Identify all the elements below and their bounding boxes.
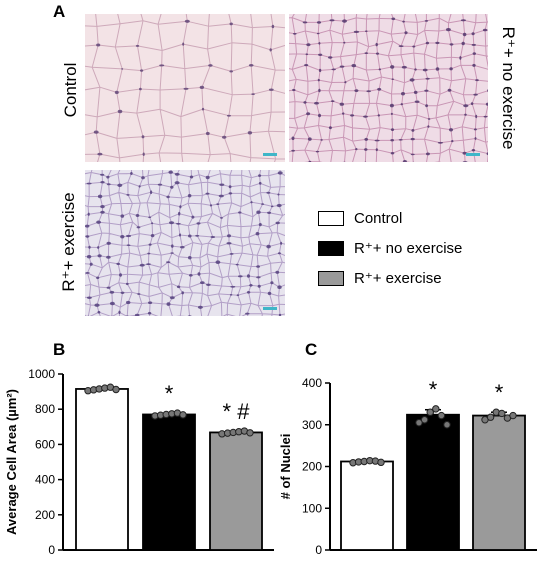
legend-swatch-exercise [318,271,344,286]
legend-swatch-control [318,211,344,226]
data-point [499,410,505,416]
y-axis-label: Average Cell Area (µm²) [4,389,19,535]
data-point [421,417,427,423]
legend-swatch-no-exercise [318,241,344,256]
tissue-texture [85,14,285,162]
chart-c-svg: 0 100 200 300 400 # of Nuclei * * [275,350,550,561]
y-tick-label: 400 [35,473,55,487]
panel-a-letter: A [53,2,65,22]
data-point [247,430,253,436]
data-point [433,406,439,412]
data-point [510,412,516,418]
legend-item-no-exercise: R⁺+ no exercise [318,233,462,263]
y-tick-label: 200 [302,460,322,474]
micrograph-no-exercise [289,14,488,162]
chart-average-cell-area: 0 200 400 600 800 1000 Average Cell Area (µm²)… [0,350,275,561]
y-tick-label: 0 [48,543,55,557]
data-point [180,412,186,418]
data-point [378,459,384,465]
y-tick-label: 600 [35,437,55,451]
tissue-texture [289,14,488,162]
scale-bar [263,307,277,310]
y-tick-label: 100 [302,501,322,515]
y-tick-label: 200 [35,508,55,522]
row-label-no-exercise: R⁺+ no exercise [498,23,518,153]
y-tick-label: 400 [302,376,322,390]
legend-item-control: Control [318,203,462,233]
chart-b-svg: 0 200 400 600 800 1000 Average Cell Area (µm²)… [0,350,275,561]
legend-label: Control [354,210,402,227]
bar [143,414,195,550]
legend-item-exercise: R⁺+ exercise [318,263,462,293]
significance-label: * # [223,399,251,424]
scale-bar [263,153,277,156]
data-point [444,422,450,428]
row-label-exercise: R⁺+ exercise [59,187,79,297]
bar [210,432,262,550]
bar [76,389,128,550]
legend-label: R⁺+ no exercise [354,239,462,257]
legend-label: R⁺+ exercise [354,269,442,287]
significance-label: * [165,381,174,406]
bar [473,416,525,550]
chart-number-of-nuclei: 0 100 200 300 400 # of Nuclei * * [275,350,550,561]
tissue-texture [85,170,285,316]
micrograph-exercise [85,170,285,316]
micrograph-control [85,14,285,162]
data-point [113,386,119,392]
y-tick-label: 800 [35,402,55,416]
row-label-control: Control [61,55,81,125]
data-point [438,412,444,418]
significance-label: * [429,377,438,402]
data-point [487,414,493,420]
y-tick-label: 300 [302,418,322,432]
y-tick-label: 1000 [28,367,55,381]
scale-bar [466,153,480,156]
y-axis-label: # of Nuclei [278,434,293,500]
bar [341,461,393,550]
y-tick-label: 0 [315,543,322,557]
bar [407,415,459,550]
significance-label: * [495,380,504,405]
legend: Control R⁺+ no exercise R⁺+ exercise [318,203,462,293]
